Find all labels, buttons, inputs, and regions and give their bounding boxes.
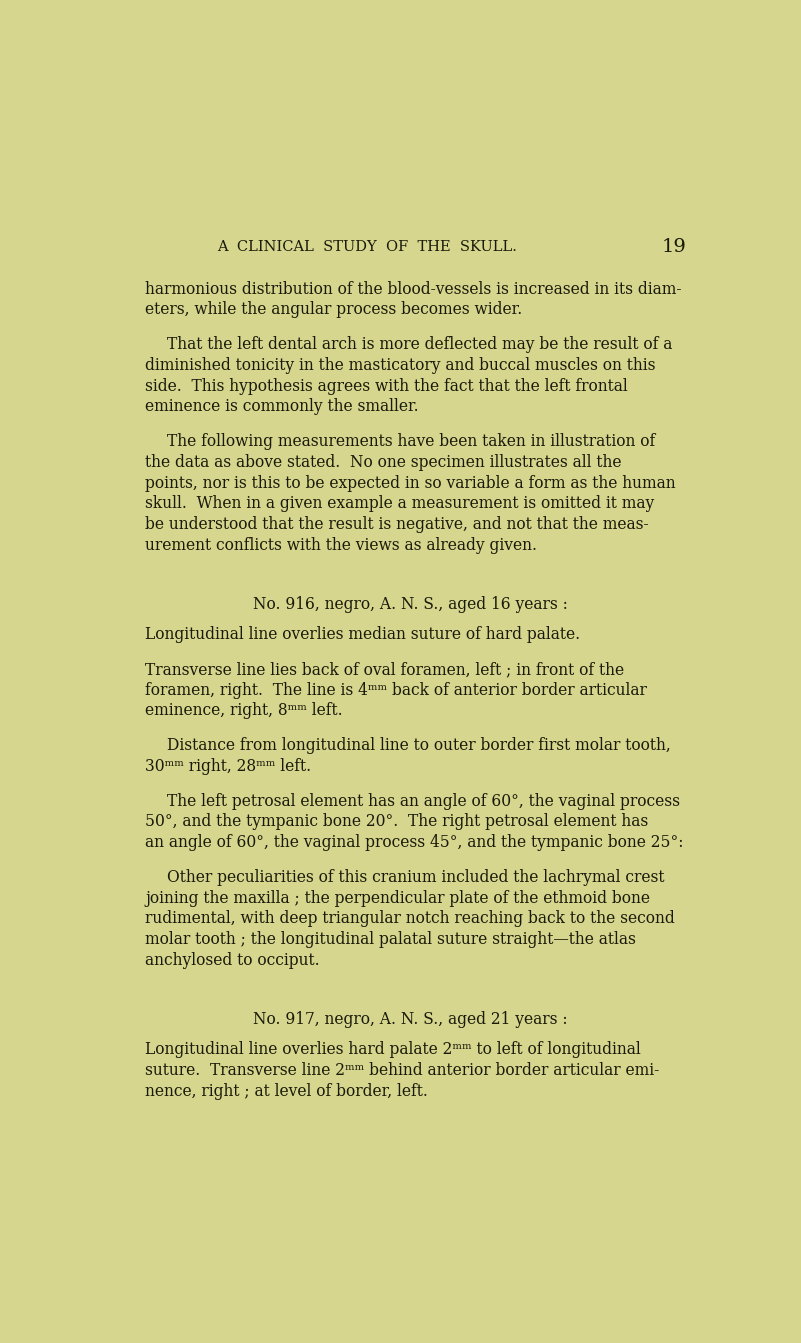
Text: diminished tonicity in the masticatory and buccal muscles on this: diminished tonicity in the masticatory a… [146,357,656,373]
Text: side.  This hypothesis agrees with the fact that the left frontal: side. This hypothesis agrees with the fa… [146,377,628,395]
Text: urement conflicts with the views as already given.: urement conflicts with the views as alre… [146,537,537,553]
Text: the data as above stated.  No one specimen illustrates all the: the data as above stated. No one specime… [146,454,622,471]
Text: nence, right ; at level of border, left.: nence, right ; at level of border, left. [146,1082,429,1100]
Text: The following measurements have been taken in illustration of: The following measurements have been tak… [167,432,654,450]
Text: 30ᵐᵐ right, 28ᵐᵐ left.: 30ᵐᵐ right, 28ᵐᵐ left. [146,757,312,775]
Text: No. 916, negro, A. N. S., aged 16 years :: No. 916, negro, A. N. S., aged 16 years … [253,596,568,614]
Text: suture.  Transverse line 2ᵐᵐ behind anterior border articular emi-: suture. Transverse line 2ᵐᵐ behind anter… [146,1062,660,1078]
Text: skull.  When in a given example a measurement is omitted it may: skull. When in a given example a measure… [146,496,654,512]
Text: molar tooth ; the longitudinal palatal suture straight—the atlas: molar tooth ; the longitudinal palatal s… [146,931,636,948]
Text: be understood that the result is negative, and not that the meas-: be understood that the result is negativ… [146,516,649,533]
Text: That the left dental arch is more deflected may be the result of a: That the left dental arch is more deflec… [167,336,672,353]
Text: points, nor is this to be expected in so variable a form as the human: points, nor is this to be expected in so… [146,474,676,492]
Text: an angle of 60°, the vaginal process 45°, and the tympanic bone 25°:: an angle of 60°, the vaginal process 45°… [146,834,684,851]
Text: rudimental, with deep triangular notch reaching back to the second: rudimental, with deep triangular notch r… [146,911,675,928]
Text: Distance from longitudinal line to outer border first molar tooth,: Distance from longitudinal line to outer… [167,737,670,755]
Text: 19: 19 [662,239,686,257]
Text: eminence is commonly the smaller.: eminence is commonly the smaller. [146,399,419,415]
Text: eters, while the angular process becomes wider.: eters, while the angular process becomes… [146,301,523,318]
Text: No. 917, negro, A. N. S., aged 21 years :: No. 917, negro, A. N. S., aged 21 years … [253,1011,568,1029]
Text: A  CLINICAL  STUDY  OF  THE  SKULL.: A CLINICAL STUDY OF THE SKULL. [217,240,517,254]
Text: The left petrosal element has an angle of 60°, the vaginal process: The left petrosal element has an angle o… [167,792,679,810]
Text: Other peculiarities of this cranium included the lachrymal crest: Other peculiarities of this cranium incl… [167,869,664,886]
Text: harmonious distribution of the blood-vessels is increased in its diam-: harmonious distribution of the blood-ves… [146,281,682,298]
Text: anchylosed to occiput.: anchylosed to occiput. [146,952,320,968]
Text: foramen, right.  The line is 4ᵐᵐ back of anterior border articular: foramen, right. The line is 4ᵐᵐ back of … [146,682,647,698]
Text: joining the maxilla ; the perpendicular plate of the ethmoid bone: joining the maxilla ; the perpendicular … [146,889,650,907]
Text: eminence, right, 8ᵐᵐ left.: eminence, right, 8ᵐᵐ left. [146,702,343,720]
Text: Longitudinal line overlies median suture of hard palate.: Longitudinal line overlies median suture… [146,626,581,643]
Text: Longitudinal line overlies hard palate 2ᵐᵐ to left of longitudinal: Longitudinal line overlies hard palate 2… [146,1041,641,1058]
Text: 50°, and the tympanic bone 20°.  The right petrosal element has: 50°, and the tympanic bone 20°. The righ… [146,814,649,830]
Text: Transverse line lies back of oval foramen, left ; in front of the: Transverse line lies back of oval forame… [146,661,625,678]
